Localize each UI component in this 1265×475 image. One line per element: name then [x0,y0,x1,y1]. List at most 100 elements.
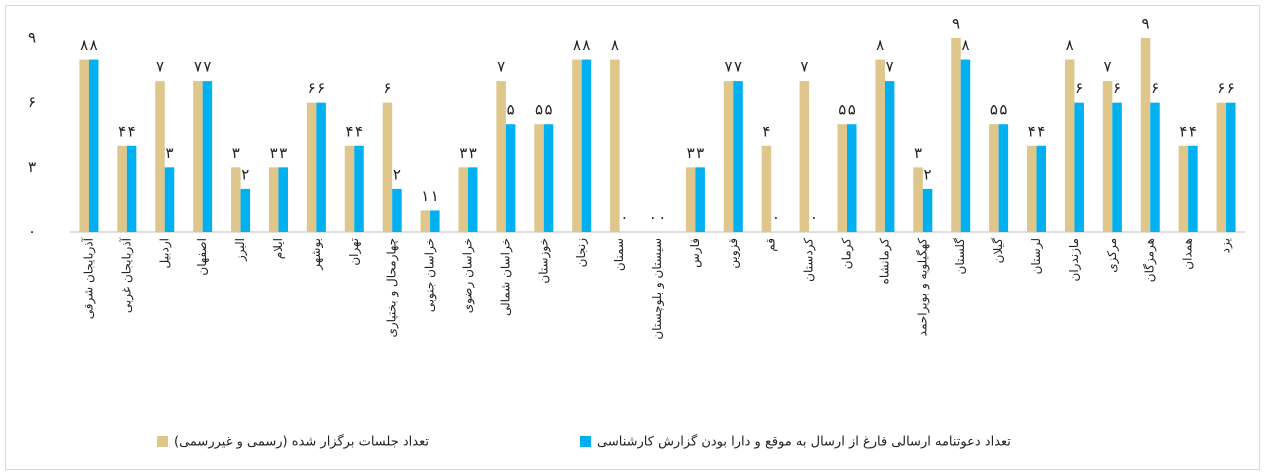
bar [998,124,1009,232]
bar [875,59,885,232]
data-label: ۵ [535,101,543,119]
x-tick-label: کرمانشاه [877,238,892,285]
bar [1036,145,1047,232]
data-label: ۶ [1113,79,1121,97]
bar [79,59,89,232]
data-label: ۵ [507,101,515,119]
data-label: ۶ [383,79,391,97]
bar [240,188,251,232]
bar [117,145,127,232]
x-tick-label: اصفهان [195,238,209,276]
bar [1074,102,1084,233]
x-tick-label: سمنان [612,238,626,271]
chart-border [5,5,1260,470]
bar [960,59,971,232]
bar [884,81,895,232]
data-label: ۴ [345,122,353,140]
data-label: ۸ [90,36,98,54]
data-label: ۷ [886,58,894,76]
x-tick-label: قم [764,238,778,252]
bar [922,188,933,232]
x-tick-label: ایلام [271,238,285,259]
x-tick-label: اردبیل [157,238,172,269]
data-label: ۲ [393,165,401,183]
bar [382,102,393,233]
data-label: ۴ [355,122,363,140]
data-label: ۰ [810,209,818,227]
bar [913,167,923,232]
data-label: ۶ [308,79,316,97]
bar [1102,81,1113,232]
x-tick-label: کرمان [840,238,855,270]
y-tick-label: ۳ [28,158,36,176]
bar [202,81,213,232]
x-tick-label: فارس [688,238,703,268]
data-label: ۶ [1217,79,1225,97]
bar [761,145,772,232]
bar [951,38,961,232]
x-tick-label: کهگیلویه و بویراحمد [915,238,930,337]
x-tick-label: زنجان [574,238,589,268]
data-label: ۷ [725,58,733,76]
x-tick-label: تهران [347,238,362,266]
legend-swatch [157,436,168,447]
y-tick-label: ۶ [28,93,36,111]
data-label: ۴ [762,122,770,140]
bar [723,81,734,232]
x-tick-label: خراسان جنوبی [423,238,438,312]
bar [695,167,705,232]
bar [278,167,288,232]
data-label: ۳ [165,144,173,162]
y-tick-label: ۰ [28,223,36,241]
data-label: ۷ [800,58,808,76]
data-label: ۷ [156,58,164,76]
bar [164,167,175,232]
data-label: ۶ [317,79,325,97]
data-label: ۸ [80,36,88,54]
bar [989,124,999,232]
data-label: ۵ [838,101,846,119]
data-label: ۳ [696,144,704,162]
bar [467,167,478,232]
x-tick-label: لرستان [1029,238,1044,274]
data-label: ۶ [1075,79,1083,97]
data-label: ۱ [421,187,429,205]
bar [1216,102,1227,233]
bar [1226,102,1236,233]
x-tick-label: چهارمحال و بختیاری [385,238,400,338]
data-label: ۳ [270,144,278,162]
x-tick-label: گیلان [991,238,1005,264]
bar [430,210,440,232]
data-label: ۳ [459,144,467,162]
data-label: ۵ [999,101,1007,119]
data-label: ۸ [961,36,969,54]
data-label: ۷ [203,58,211,76]
bar [505,124,516,232]
data-label: ۴ [1179,122,1187,140]
bar [1140,38,1151,232]
x-tick-label: همدان [1181,238,1195,270]
bar [155,81,165,232]
x-tick-label: مازندران [1067,238,1082,281]
x-tick-label: آذربایجان غربی [118,237,134,313]
data-label: ۳ [687,144,695,162]
data-label: ۵ [545,101,553,119]
bar [268,167,279,232]
legend-swatch [580,436,591,447]
data-label: ۸ [876,36,884,54]
legend-label: تعداد جلسات برگزار شده (رسمی و غیررسمی) [174,434,429,450]
data-label: ۲ [241,165,249,183]
data-label: ۶ [1227,79,1235,97]
bar [344,145,355,232]
bar [799,81,810,232]
bar [1150,102,1160,233]
data-label: ۴ [118,122,126,140]
x-tick-label: گلستان [953,238,967,275]
bar [126,145,137,232]
x-tick-label: سیستان و بلوچستان [650,238,665,340]
data-label: ۶ [1151,79,1159,97]
data-label: ۰ [772,209,780,227]
bar [458,167,468,232]
bar [543,124,554,232]
x-tick-label: بوشهر [309,238,324,271]
